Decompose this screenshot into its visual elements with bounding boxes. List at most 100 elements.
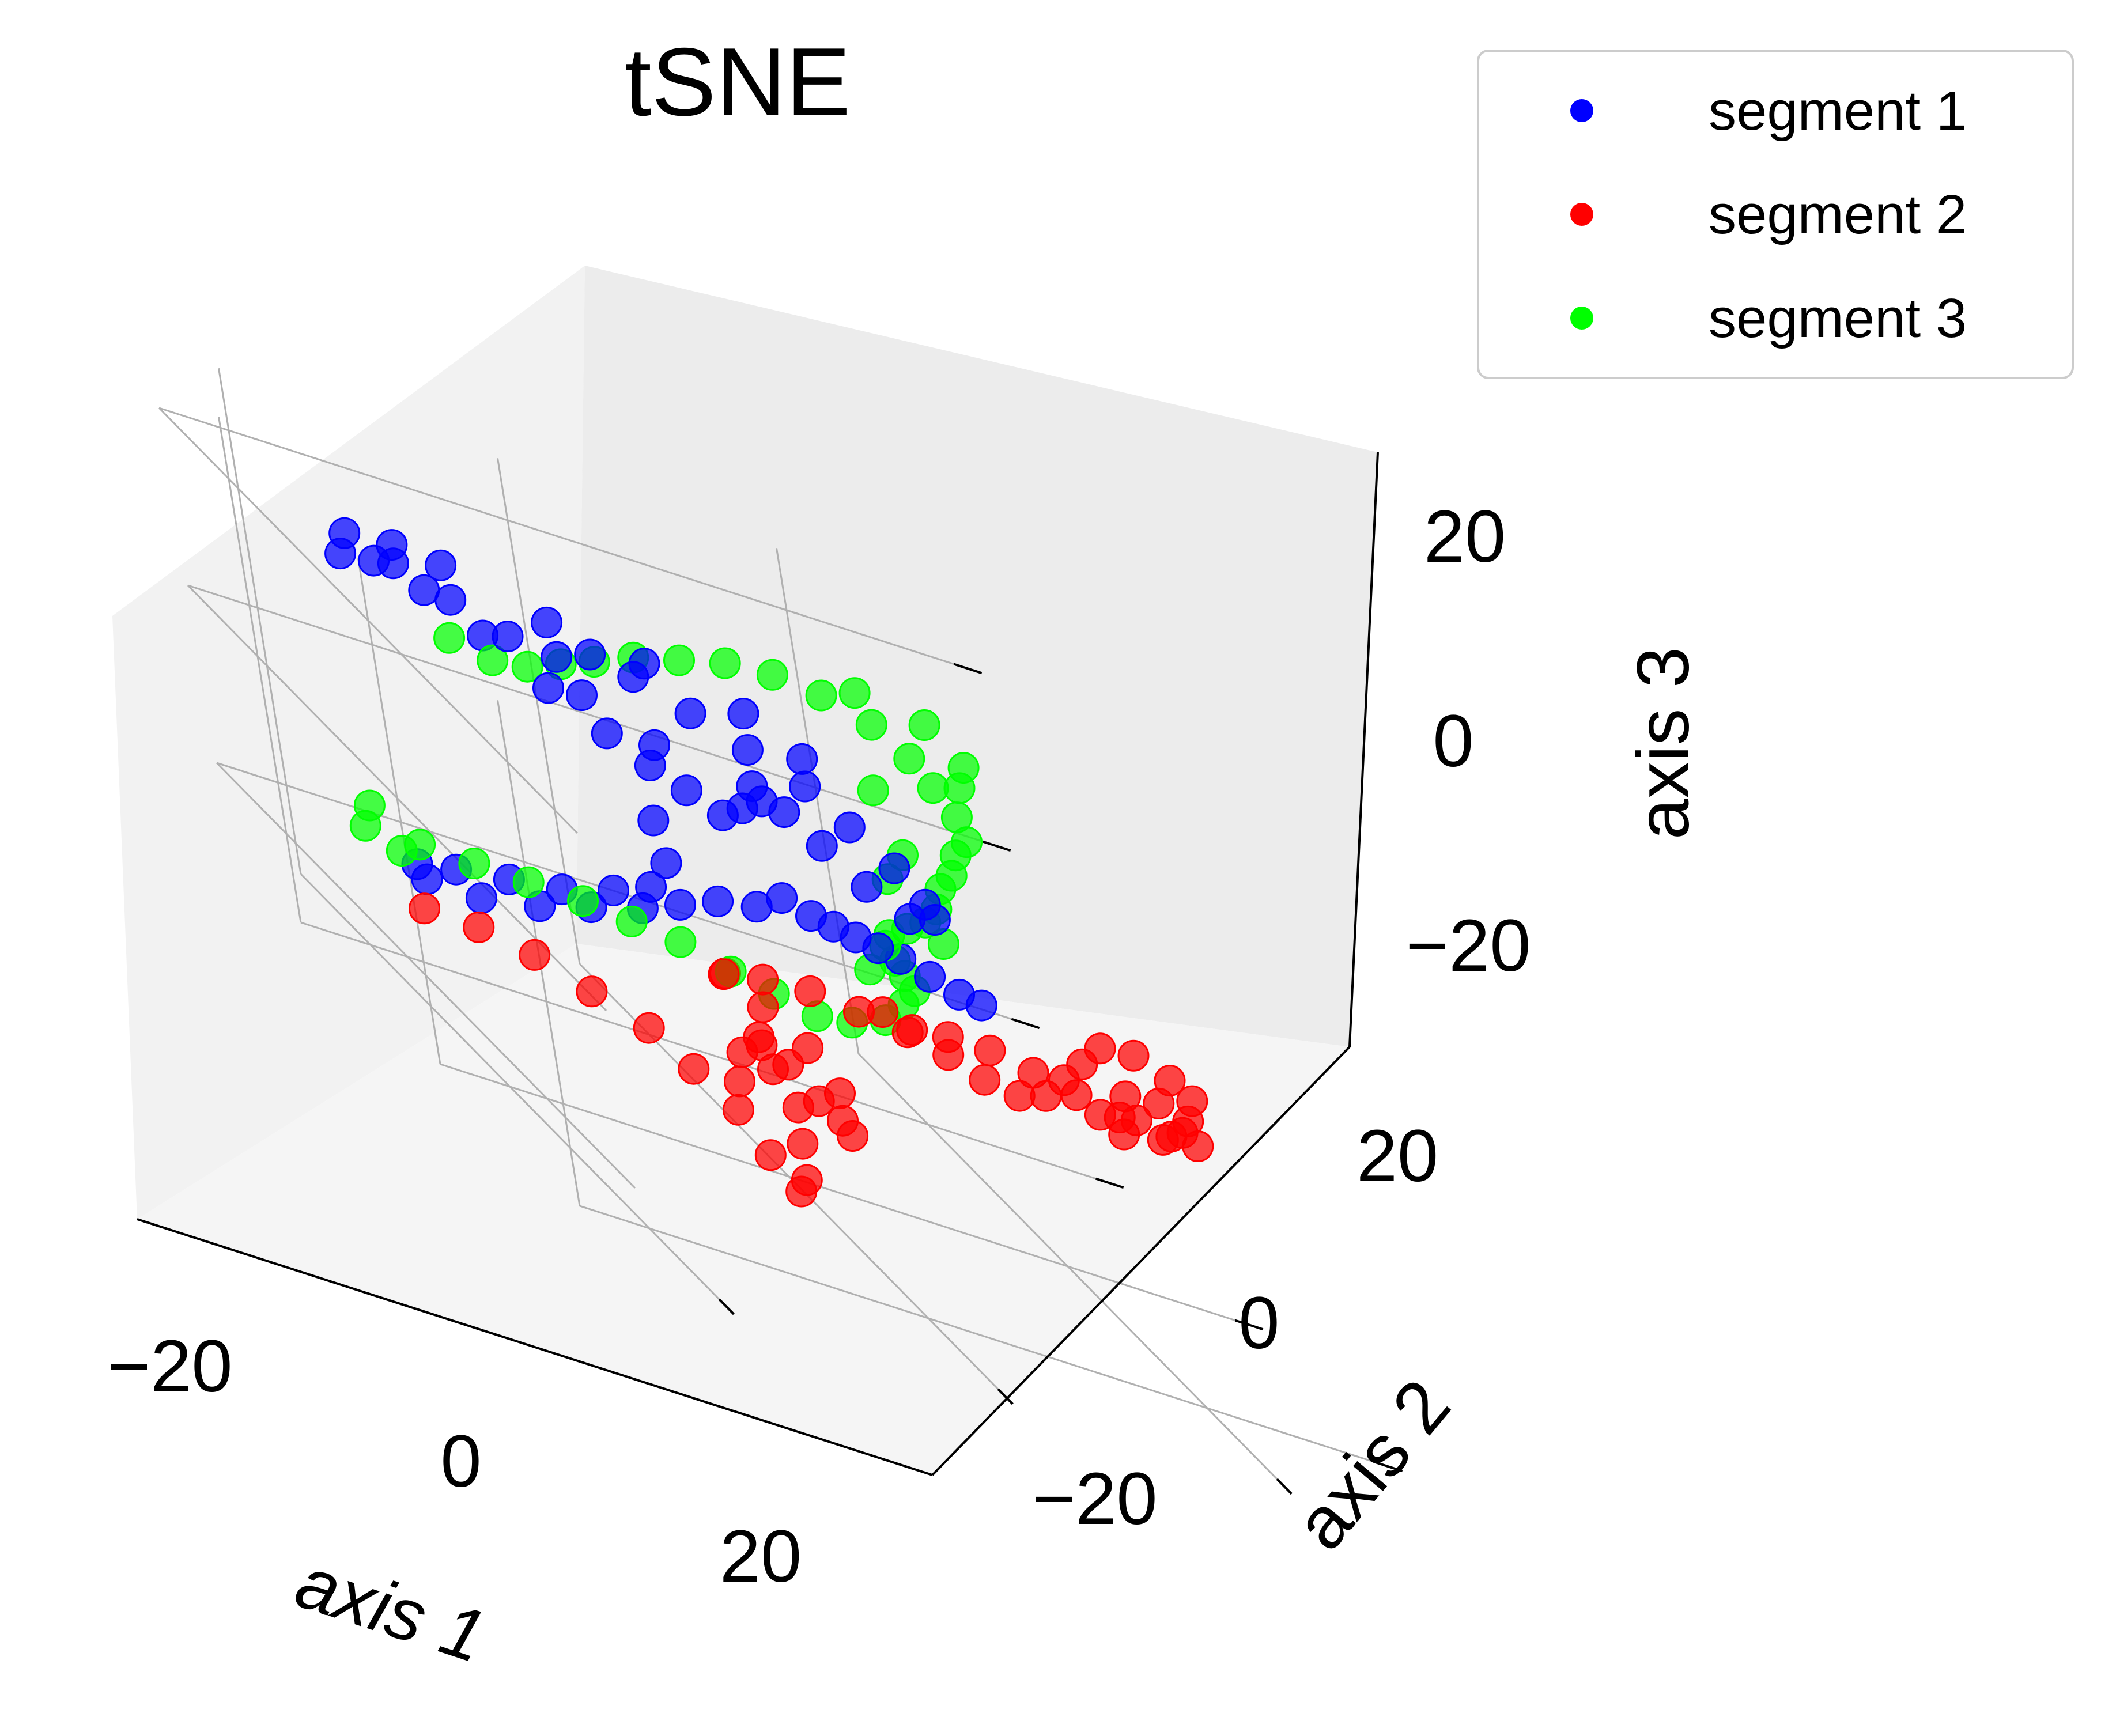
scatter-point-segment-1 (591, 717, 623, 750)
scatter-point-segment-1 (878, 852, 910, 884)
scatter-point-segment-1 (324, 538, 357, 570)
scatter-point-segment-2 (409, 892, 440, 925)
scatter-point-segment-1 (634, 750, 666, 781)
scatter-point-segment-1 (731, 734, 764, 766)
scatter-point-segment-2 (722, 1094, 754, 1126)
z-tick-mark (953, 663, 983, 675)
scatter-point-segment-2 (519, 939, 551, 971)
scatter-point-segment-1 (566, 679, 598, 712)
left-pane (112, 266, 585, 1219)
back-pane (576, 266, 1378, 1047)
z-tick-mark (1011, 1018, 1040, 1030)
y-axis-line (931, 1046, 1351, 1476)
scatter-point-segment-2 (974, 1034, 1006, 1066)
scatter-point-segment-2 (932, 1021, 964, 1053)
scatter-point-segment-1 (740, 891, 773, 923)
scatter-point-segment-1 (532, 672, 564, 704)
scatter-point-segment-3 (663, 644, 695, 676)
scatter-point-segment-1 (425, 549, 457, 581)
scatter-point-segment-2 (1003, 1080, 1036, 1112)
legend-frame (1477, 50, 2074, 379)
x-tick-label: 20 (720, 1515, 802, 1598)
scatter-point-segment-2 (576, 975, 608, 1008)
scatter-point-segment-2 (803, 1085, 835, 1117)
scatter-point-segment-1 (531, 606, 563, 638)
y-tick-labels: −20 0 20 (1032, 1115, 1438, 1540)
grid-line-y-left (357, 558, 441, 1065)
legend-label-segment-1: segment 1 (1709, 80, 1967, 142)
scatter-point-segment-3 (893, 743, 925, 775)
x-tick-label: 0 (440, 1420, 481, 1503)
z-axis-line (1348, 452, 1379, 1047)
scatter-point-segment-1 (637, 804, 670, 837)
scatter-point-segment-1 (650, 847, 682, 879)
grid-line-z-back (158, 407, 954, 665)
grid-line-x-back (218, 368, 302, 875)
grid-line-x-back (776, 547, 860, 1054)
axis-lines (137, 452, 1379, 1476)
scatter-point-segment-1 (789, 770, 821, 803)
scatter-point-segment-3 (805, 679, 837, 712)
scatter-point-segment-3 (477, 644, 509, 676)
grid-line-y-floor (440, 1063, 1235, 1322)
scatter-point-segment-2 (743, 1021, 775, 1053)
y-tick-mark (1374, 1461, 1403, 1473)
scatter-point-segment-1 (617, 661, 649, 693)
y-tick-label: 20 (1356, 1115, 1438, 1197)
scatter-point-segment-2 (463, 911, 495, 943)
scatter-point-segment-1 (806, 830, 838, 862)
z-axis-label: axis 3 (1622, 647, 1705, 839)
scatter-point-segment-2 (772, 1049, 804, 1081)
scatter-point-segment-3 (511, 650, 543, 683)
scatter-point-segment-1 (727, 698, 759, 730)
scatter-point-segment-2 (1017, 1057, 1049, 1089)
scatter-point-segment-3 (908, 709, 940, 741)
scatter-point-segment-2 (891, 1016, 924, 1049)
grid-line-z-back (187, 584, 983, 843)
scatter-point-segment-2 (678, 1053, 710, 1085)
scatter-point-segment-1 (598, 874, 629, 906)
grid-line-y-floor (579, 1205, 1375, 1463)
scatter-point-segment-3 (664, 926, 697, 958)
axes-panes (112, 266, 1378, 1475)
scatter-point-segment-1 (574, 638, 606, 671)
scatter-point-segment-2 (794, 975, 826, 1007)
scatter-point-segment-2 (708, 958, 740, 990)
scatter-point-segment-3 (709, 647, 741, 679)
grid-line-z-left (158, 407, 579, 834)
scatter-point-segment-2 (747, 963, 779, 996)
x-tick-mark (997, 1388, 1014, 1405)
legend-marker-segment-3 (1570, 307, 1593, 330)
scatter-point-segment-1 (914, 960, 946, 993)
z-tick-labels: −20 0 20 (1405, 496, 1531, 987)
scatter-point-segment-3 (349, 810, 381, 842)
scatter-point-segment-1 (670, 774, 702, 807)
scatter-point-segment-2 (787, 1128, 819, 1160)
scatter-point-segment-1 (943, 978, 975, 1011)
x-tick-mark (718, 1298, 735, 1315)
x-tick-label: −20 (107, 1325, 232, 1408)
grid-line-y-left (218, 416, 302, 923)
legend-marker-segment-1 (1570, 99, 1593, 122)
scatter-point-segment-3 (404, 829, 436, 861)
legend-label-segment-2: segment 2 (1709, 184, 1967, 245)
scatter-point-segment-2 (1117, 1039, 1150, 1072)
scatter-point-segment-1 (635, 871, 667, 903)
scatter-point-segment-1 (408, 574, 440, 606)
scatter-point-segment-3 (857, 774, 889, 807)
y-tick-label: 0 (1238, 1282, 1279, 1364)
scatter-point-segment-1 (434, 584, 467, 616)
y-axis-label: axis 2 (1279, 1364, 1465, 1565)
tick-marks (718, 663, 1403, 1495)
scatter-point-segment-3 (917, 772, 949, 804)
chart-title: tSNE (625, 28, 851, 136)
scatter-point-segment-1 (377, 547, 409, 580)
scatter-point-segment-1 (465, 882, 497, 914)
x-tick-mark (1276, 1478, 1293, 1495)
scatter-point-segment-2 (633, 1012, 665, 1044)
scatter-point-segment-2 (1104, 1102, 1136, 1134)
scatter-point-segment-2 (1147, 1124, 1179, 1156)
scatter-point-segment-1 (674, 697, 706, 729)
legend: segment 1 segment 2 segment 3 (1477, 50, 2074, 379)
scatter-point-segment-2 (843, 996, 875, 1028)
